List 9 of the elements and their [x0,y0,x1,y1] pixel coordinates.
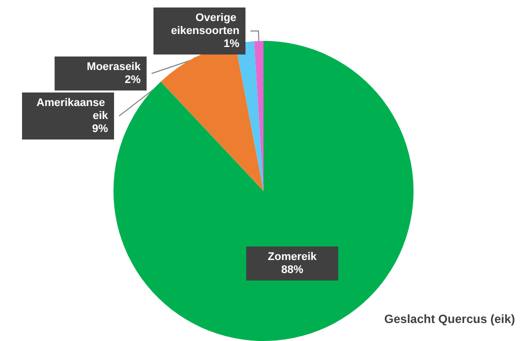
data-label: 1% [224,38,240,50]
data-label: 9% [92,123,108,135]
slice-label: Amerikaanse eik [36,97,109,122]
data-label: 2% [124,74,141,86]
slice-label: Zomereik [268,251,318,263]
data-label: 88% [281,264,304,276]
text: Geslacht Quercus (eik) [384,312,516,326]
slice-label: Moeraseik [86,61,142,73]
slice-label: Overige eikensoorten [171,12,240,37]
